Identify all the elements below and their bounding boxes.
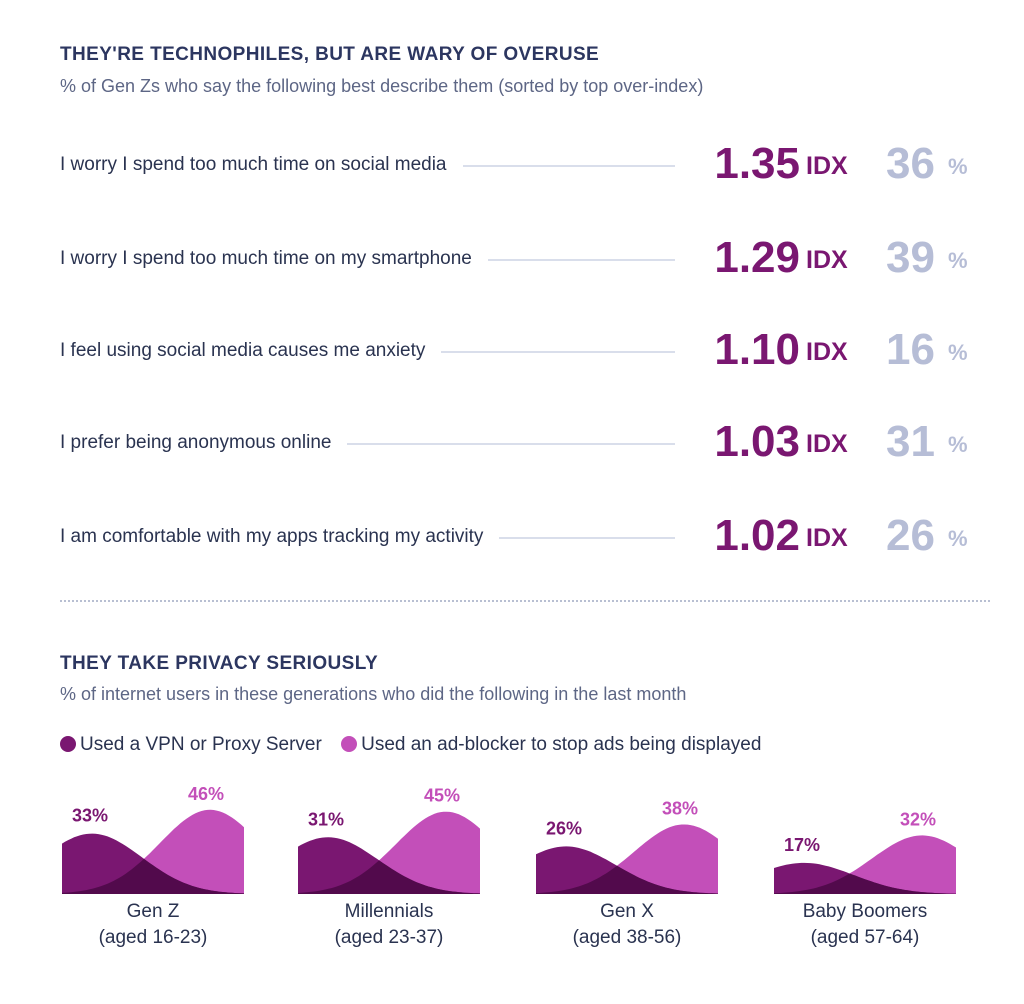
adblock-value-label: 38% xyxy=(662,798,698,818)
table-row: I prefer being anonymous online 1.03 IDX 31… xyxy=(60,416,990,476)
section-divider xyxy=(60,600,990,602)
index-unit: IDX xyxy=(806,430,848,458)
adblock-value-label: 45% xyxy=(424,786,460,806)
adblock-area xyxy=(62,809,244,894)
section2-subtitle: % of internet users in these generations… xyxy=(60,684,687,704)
percent-unit: % xyxy=(948,432,968,457)
table-row: I am comfortable with my apps tracking m… xyxy=(60,510,990,570)
generation-age-range: (aged 23-37) xyxy=(335,927,444,948)
row-label: I worry I spend too much time on social … xyxy=(60,154,447,175)
vpn-value-label: 17% xyxy=(784,835,820,855)
generation-name: Baby Boomers xyxy=(803,901,928,922)
adblock-area xyxy=(298,811,480,894)
leader-line xyxy=(488,259,675,261)
row-label: I feel using social media causes me anxi… xyxy=(60,340,426,361)
vpn-area xyxy=(298,837,480,894)
index-unit: IDX xyxy=(806,152,848,180)
row-label: I am comfortable with my apps tracking m… xyxy=(60,526,484,547)
index-value: 1.03 xyxy=(714,417,800,466)
row-label: I worry I spend too much time on my smar… xyxy=(60,248,472,269)
vpn-value-label: 26% xyxy=(546,818,582,838)
generation-name: Gen X xyxy=(600,901,654,922)
section2-title: THEY TAKE PRIVACY SERIOUSLY xyxy=(60,653,379,674)
vpn-area xyxy=(774,862,956,894)
legend-swatch-vpn xyxy=(60,736,76,752)
index-unit: IDX xyxy=(806,338,848,366)
percent-unit: % xyxy=(948,526,968,551)
generation-name: Gen Z xyxy=(127,901,180,922)
percent-value: 16 xyxy=(886,325,935,374)
generation-age-range: (aged 38-56) xyxy=(573,927,682,948)
section1-title: THEY'RE TECHNOPHILES, BUT ARE WARY OF OV… xyxy=(60,44,600,65)
generation-group: 33% 46% Gen Z (aged 16-23) xyxy=(62,784,244,948)
generation-group: 31% 45% Millennials (aged 23-37) xyxy=(298,786,480,948)
generation-area-chart: 33% 46% Gen Z (aged 16-23) 31% 45% Millennials… xyxy=(62,784,956,948)
table-row: I worry I spend too much time on my smar… xyxy=(60,232,990,292)
percent-unit: % xyxy=(948,154,968,179)
percent-value: 36 xyxy=(886,139,935,188)
section1-subtitle: % of Gen Zs who say the following best d… xyxy=(60,76,704,96)
table-row: I worry I spend too much time on social … xyxy=(60,138,990,198)
percent-value: 31 xyxy=(886,417,935,466)
index-value: 1.02 xyxy=(714,511,800,560)
index-unit: IDX xyxy=(806,524,848,552)
leader-line xyxy=(441,351,675,353)
index-value: 1.35 xyxy=(714,139,800,188)
table-row: I feel using social media causes me anxi… xyxy=(60,324,990,384)
vpn-area xyxy=(62,833,244,894)
index-value: 1.29 xyxy=(714,233,800,282)
generation-age-range: (aged 57-64) xyxy=(811,927,920,948)
generation-group: 26% 38% Gen X (aged 38-56) xyxy=(536,798,718,948)
legend-label-vpn: Used a VPN or Proxy Server xyxy=(80,734,322,755)
adblock-value-label: 32% xyxy=(900,809,936,829)
legend-label-adblock: Used an ad-blocker to stop ads being dis… xyxy=(361,734,762,755)
percent-unit: % xyxy=(948,248,968,273)
index-unit: IDX xyxy=(806,246,848,274)
legend-item-vpn: Used a VPN or Proxy Server xyxy=(60,734,322,756)
percent-unit: % xyxy=(948,340,968,365)
adblock-area xyxy=(536,824,718,894)
index-value: 1.10 xyxy=(714,325,800,374)
vpn-value-label: 31% xyxy=(308,809,344,829)
chart-legend: Used a VPN or Proxy Server Used an ad-bl… xyxy=(60,734,775,756)
leader-line xyxy=(463,165,675,167)
row-label: I prefer being anonymous online xyxy=(60,432,332,453)
generation-group: 17% 32% Baby Boomers (aged 57-64) xyxy=(774,809,956,948)
adblock-value-label: 46% xyxy=(188,784,224,804)
percent-value: 26 xyxy=(886,511,935,560)
adblock-area xyxy=(774,835,956,894)
legend-item-adblock: Used an ad-blocker to stop ads being dis… xyxy=(341,734,761,756)
generation-name: Millennials xyxy=(345,901,434,922)
percent-value: 39 xyxy=(886,233,935,282)
vpn-value-label: 33% xyxy=(72,806,108,826)
legend-swatch-adblock xyxy=(341,736,358,752)
leader-line xyxy=(347,443,675,445)
leader-line xyxy=(499,537,675,539)
vpn-area xyxy=(536,846,718,894)
generation-age-range: (aged 16-23) xyxy=(99,927,208,948)
